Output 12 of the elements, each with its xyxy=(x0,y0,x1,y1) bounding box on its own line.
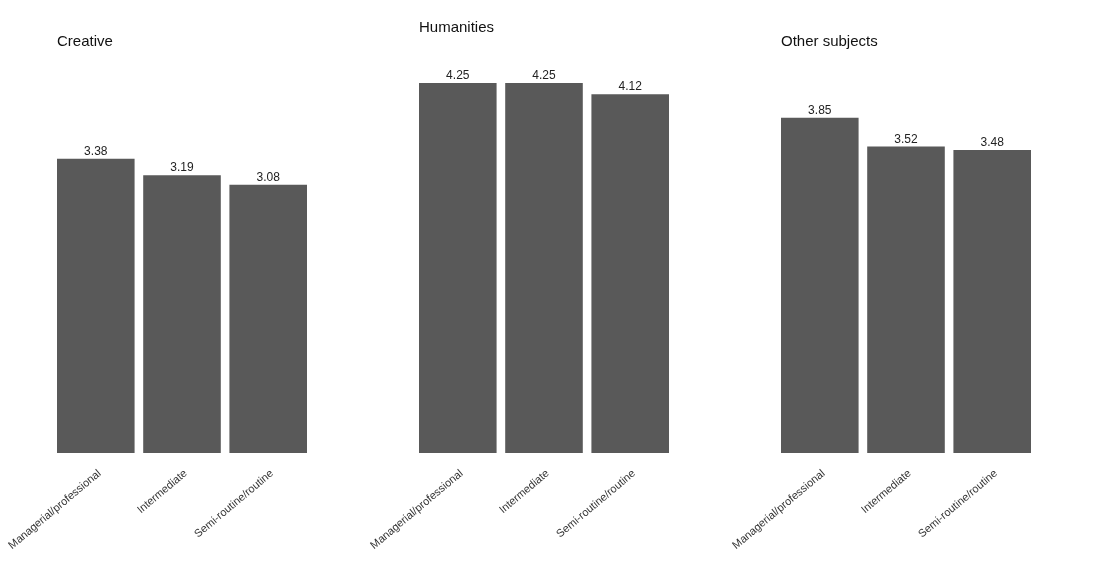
data-label: 4.25 xyxy=(532,68,556,82)
data-label: 4.25 xyxy=(446,68,470,82)
data-label: 3.38 xyxy=(84,143,108,158)
data-label: 3.08 xyxy=(256,169,281,184)
chart-title: Creative xyxy=(57,32,113,49)
data-label: 3.85 xyxy=(808,102,832,117)
data-label: 3.52 xyxy=(894,131,918,146)
data-label: 4.12 xyxy=(618,79,643,94)
chart-title: Other subjects xyxy=(781,32,878,49)
data-label: 3.48 xyxy=(980,135,1005,150)
chart-title: Humanities xyxy=(419,18,495,35)
data-label: 3.19 xyxy=(170,160,194,175)
